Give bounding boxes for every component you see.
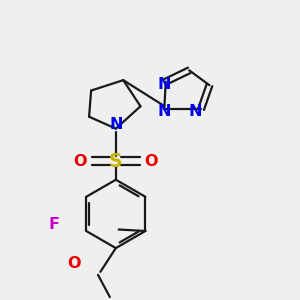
Text: O: O	[74, 154, 87, 169]
Text: N: N	[158, 77, 171, 92]
Text: N: N	[188, 104, 202, 119]
Text: O: O	[145, 154, 158, 169]
Text: S: S	[109, 152, 123, 171]
Text: F: F	[49, 218, 60, 232]
Text: O: O	[68, 256, 81, 271]
Text: N: N	[158, 104, 171, 119]
Text: N: N	[109, 117, 123, 132]
